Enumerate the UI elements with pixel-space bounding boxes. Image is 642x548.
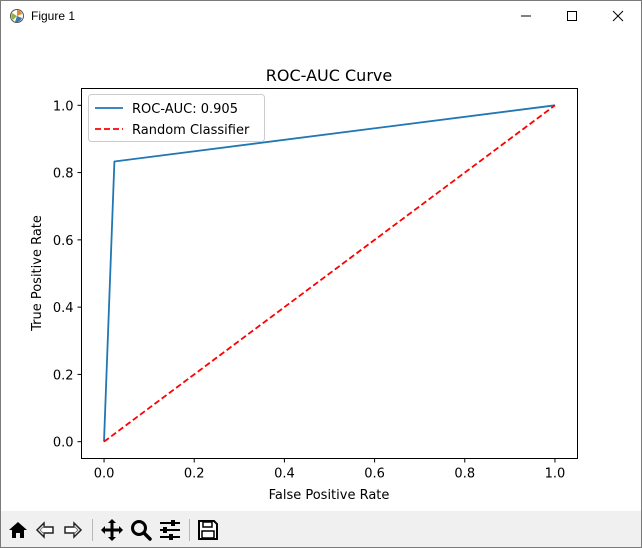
move-icon <box>101 519 123 541</box>
navigation-toolbar <box>1 511 641 547</box>
title-bar[interactable]: Figure 1 <box>1 1 641 31</box>
figure-canvas[interactable]: ROC-AUC Curve 0.0 0.2 0.4 0.6 0.8 1.0 0.0 0.2 0.… <box>1 31 641 511</box>
zoom-button[interactable] <box>128 517 154 543</box>
roc-chart: ROC-AUC Curve 0.0 0.2 0.4 0.6 0.8 1.00.00.20.… <box>30 66 578 503</box>
back-arrow-icon <box>35 521 54 539</box>
legend: ROC-AUC: 0.905 Random Classifier <box>88 94 265 142</box>
random-classifier-line <box>103 104 556 443</box>
toolbar-separator <box>189 519 190 541</box>
x-tick-label: 0.0 <box>94 467 115 482</box>
matplotlib-app-icon <box>10 9 24 23</box>
sliders-icon <box>160 520 180 540</box>
axes-frame <box>81 88 578 459</box>
chart-title: ROC-AUC Curve <box>266 66 392 85</box>
legend-label-roc: ROC-AUC: 0.905 <box>132 102 238 117</box>
close-button[interactable] <box>595 1 641 31</box>
x-tick-label: 1.0 <box>545 467 566 482</box>
legend-label-random: Random Classifier <box>132 123 250 138</box>
save-icon <box>198 520 218 540</box>
toolbar-separator <box>92 519 93 541</box>
forward-button[interactable] <box>60 517 86 543</box>
home-icon <box>9 522 27 538</box>
y-tick-label: 0.6 <box>53 234 74 249</box>
y-tick-label: 0.4 <box>53 301 74 316</box>
y-axis-label: True Positive Rate <box>30 215 45 332</box>
home-button[interactable] <box>5 517 31 543</box>
pan-button[interactable] <box>99 517 125 543</box>
maximize-button[interactable] <box>549 1 595 31</box>
back-button[interactable] <box>32 517 58 543</box>
x-tick-label: 0.4 <box>274 467 295 482</box>
configure-subplots-button[interactable] <box>157 517 183 543</box>
y-tick-label: 0.8 <box>53 167 74 182</box>
y-tick-label: 0.2 <box>53 368 74 383</box>
data-series <box>103 104 556 443</box>
x-tick-label: 0.8 <box>454 467 475 482</box>
save-button[interactable] <box>195 517 221 543</box>
maximize-icon <box>567 11 577 21</box>
close-icon <box>612 10 624 22</box>
magnifier-icon <box>131 520 152 541</box>
minimize-icon <box>521 15 531 17</box>
axis-ticks: 0.0 0.2 0.4 0.6 0.8 1.0 0.0 0.2 0.4 0.6 0.8 1.0 <box>53 99 565 481</box>
forward-arrow-icon <box>64 521 83 539</box>
roc-curve-line <box>103 104 556 442</box>
x-tick-label: 0.6 <box>364 467 385 482</box>
y-tick-label: 0.0 <box>53 436 74 451</box>
x-tick-label: 0.2 <box>184 467 205 482</box>
window-title: Figure 1 <box>31 9 76 23</box>
y-tick-label: 1.0 <box>53 99 74 114</box>
legend-box <box>88 94 265 142</box>
minimize-button[interactable] <box>503 1 549 31</box>
x-axis-label: False Positive Rate <box>269 488 390 503</box>
